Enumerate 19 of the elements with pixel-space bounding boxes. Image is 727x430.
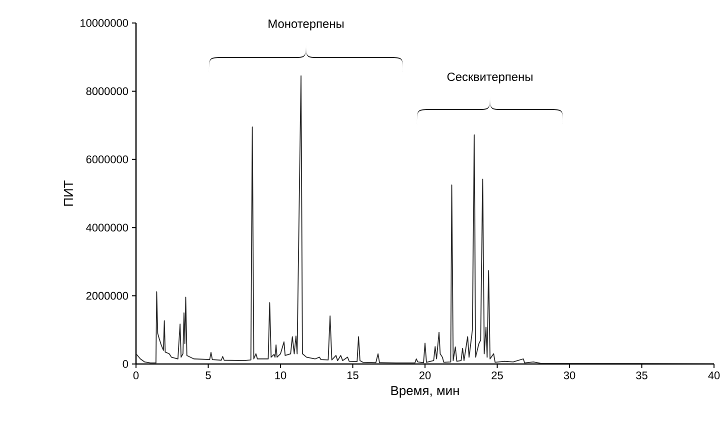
- x-tick-label: 40: [708, 372, 720, 380]
- y-tick-label: 8000000: [86, 87, 128, 96]
- x-tick-label: 20: [419, 372, 431, 380]
- x-axis-title: Время, мин: [391, 386, 459, 398]
- x-tick-label: 10: [275, 372, 286, 380]
- y-tick-label: 0: [122, 360, 128, 368]
- x-tick-label: 0: [133, 372, 139, 380]
- x-tick-label: 35: [636, 372, 648, 380]
- annotation: Монотерпены: [268, 20, 344, 30]
- x-tick-label: 5: [206, 372, 211, 380]
- y-tick-label: 2000000: [86, 292, 128, 300]
- y-tick-label: 10000000: [80, 19, 128, 27]
- x-tick-label: 25: [492, 372, 503, 380]
- y-tick-label: 4000000: [86, 224, 128, 232]
- x-tick-label: 15: [347, 372, 358, 380]
- y-axis-title: ПИТ: [64, 180, 73, 206]
- annotation: Сесквитерпены: [447, 72, 532, 84]
- y-tick-label: 6000000: [86, 156, 128, 164]
- x-tick-label: 30: [564, 372, 576, 380]
